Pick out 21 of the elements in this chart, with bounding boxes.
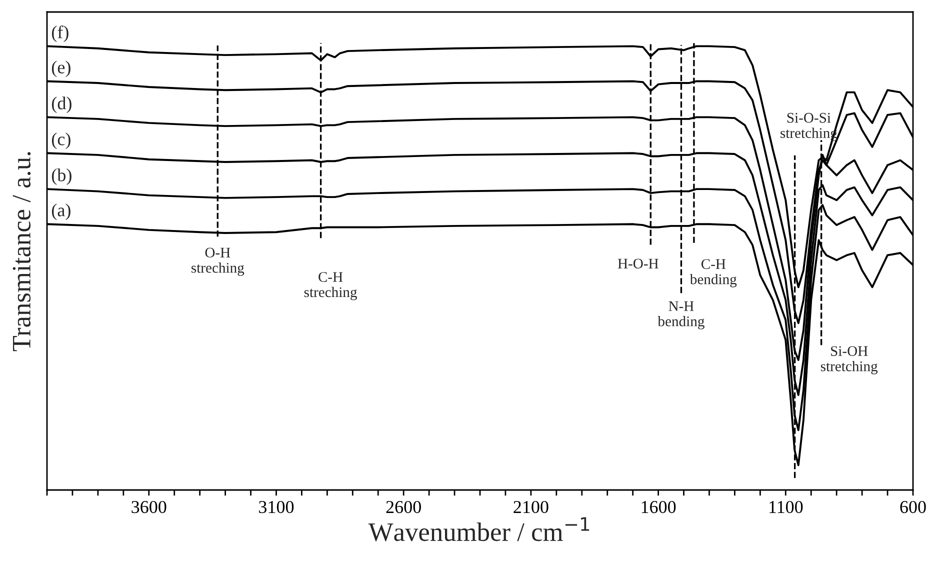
ref-line-label: N-H bending xyxy=(658,301,704,330)
series-label: (a) xyxy=(52,204,70,220)
x-tick-label: 2100 xyxy=(514,500,548,514)
x-tick-label: 600 xyxy=(900,500,926,514)
ref-line-label: C-H streching xyxy=(304,272,357,300)
series-label: (d) xyxy=(52,96,72,114)
x-tick-label: 3100 xyxy=(259,500,294,514)
series-label: (b) xyxy=(52,168,72,185)
ref-line-label: C-H bending xyxy=(690,259,737,288)
x-tick-label: 3600 xyxy=(132,500,166,514)
series-label: (c) xyxy=(52,132,70,149)
ref-line-label: H-O-H xyxy=(618,258,658,269)
x-tick-label: 1600 xyxy=(642,500,676,514)
series-label: (e) xyxy=(52,60,70,78)
ref-line-label: Si-OH stretching xyxy=(820,346,878,374)
ref-line-label: O-H streching xyxy=(192,248,244,276)
series-label: (f) xyxy=(52,25,68,42)
x-tick-label: 2600 xyxy=(386,500,421,514)
x-tick-label: 1100 xyxy=(770,500,803,514)
x-axis-title: Wavenumber / cm$^{−1}$ xyxy=(368,517,590,542)
y-axis-title: Transmitance / a.u. xyxy=(12,152,31,352)
